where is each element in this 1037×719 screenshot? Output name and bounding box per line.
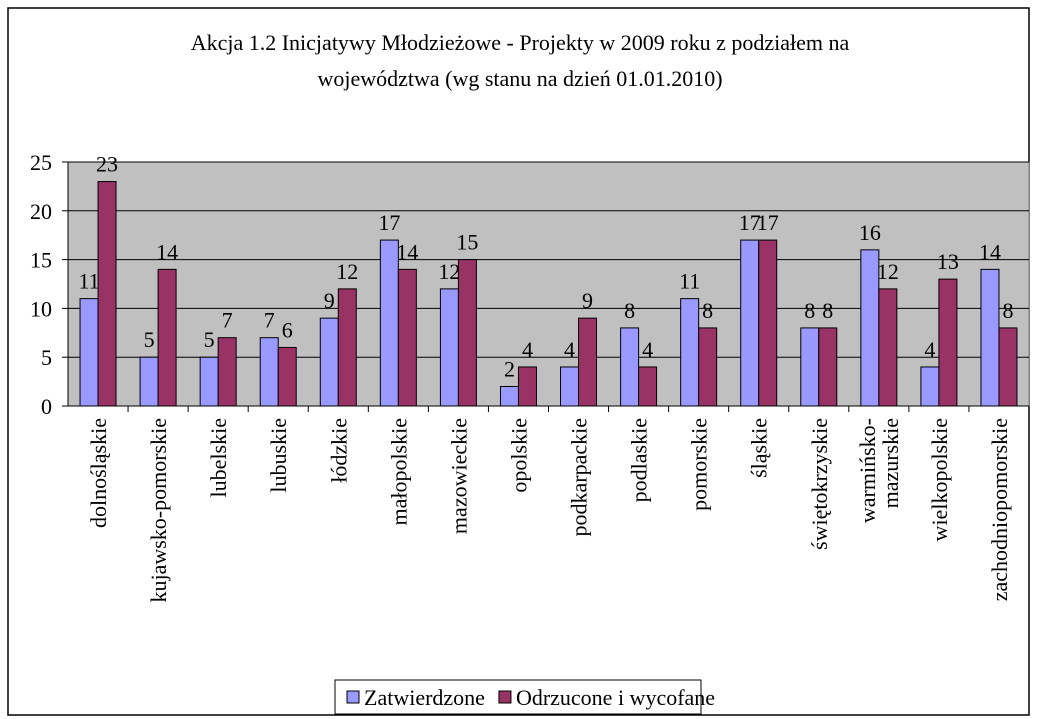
- bar: [800, 327, 820, 407]
- data-label: 5: [144, 327, 155, 352]
- bar: [499, 385, 519, 407]
- x-tick-label: podkarpackie: [567, 418, 592, 537]
- bar: [457, 259, 477, 407]
- bar: [980, 268, 1000, 407]
- data-label: 12: [336, 259, 358, 284]
- data-label: 4: [564, 337, 575, 362]
- x-tick-label: łódzkie: [326, 418, 351, 483]
- bar: [277, 346, 297, 407]
- data-label: 9: [582, 288, 593, 313]
- legend-box: [334, 679, 702, 715]
- data-label: 8: [702, 298, 713, 323]
- legend-label: Odrzucone i wycofane: [516, 685, 715, 710]
- bar: [758, 239, 778, 407]
- x-tick-label: wielkopolskie: [927, 418, 952, 541]
- chart-title: Akcja 1.2 Inicjatywy Młodzieżowe - Proje…: [191, 30, 850, 91]
- bar: [560, 366, 580, 407]
- bar: [139, 356, 159, 407]
- bar: [217, 337, 237, 407]
- x-tick-label: mazowieckie: [446, 418, 471, 534]
- bar: [680, 298, 700, 407]
- data-label: 7: [222, 308, 233, 333]
- legend-label: Zatwierdzone: [364, 685, 485, 710]
- data-label: 16: [859, 220, 881, 245]
- x-tick-label: lubelskie: [206, 418, 231, 497]
- x-tick-label: warmińsko-mazurskie: [855, 418, 903, 523]
- bar: [638, 366, 658, 407]
- bar: [259, 337, 279, 407]
- bar: [698, 327, 718, 407]
- data-label: 17: [739, 210, 761, 235]
- legend-swatch: [346, 690, 360, 704]
- data-label: 14: [979, 239, 1001, 264]
- data-label: 14: [396, 239, 418, 264]
- data-label: 8: [1002, 298, 1013, 323]
- data-label: 11: [679, 269, 700, 294]
- x-tick-label: kujawsko-pomorskie: [146, 418, 171, 603]
- bar: [578, 317, 598, 407]
- y-tick-label: 0: [41, 394, 52, 419]
- data-label: 6: [282, 317, 293, 342]
- bar: [818, 327, 838, 407]
- x-tick-label: małopolskie: [386, 418, 411, 526]
- data-label: 8: [624, 298, 635, 323]
- data-label: 9: [324, 288, 335, 313]
- y-tick-label: 10: [30, 296, 52, 321]
- bar: [517, 366, 537, 407]
- bar: [337, 288, 357, 407]
- data-label: 4: [924, 337, 935, 362]
- x-tick-label: dolnośląskie: [86, 418, 111, 528]
- data-label: 5: [204, 327, 215, 352]
- x-tick-label: opolskie: [506, 418, 531, 493]
- data-label: 14: [156, 239, 178, 264]
- data-label: 2: [504, 356, 515, 381]
- y-tick-label: 20: [30, 199, 52, 224]
- bar: [878, 288, 898, 407]
- x-tick-label: śląskie: [747, 418, 772, 478]
- bar: [379, 239, 399, 407]
- bar: [157, 268, 177, 407]
- bar: [319, 317, 339, 407]
- data-label: 12: [877, 259, 899, 284]
- legend-swatch: [498, 690, 512, 704]
- data-label: 4: [522, 337, 533, 362]
- bar: [397, 268, 417, 407]
- data-label: 4: [642, 337, 653, 362]
- y-tick-label: 5: [41, 345, 52, 370]
- x-tick-label: podlaskie: [627, 418, 652, 502]
- bar: [439, 288, 459, 407]
- y-tick-label: 15: [30, 248, 52, 273]
- bar: [620, 327, 640, 407]
- data-label: 23: [96, 152, 118, 177]
- bar: [920, 366, 940, 407]
- data-label: 17: [378, 210, 400, 235]
- data-label: 15: [456, 230, 478, 255]
- bar: [998, 327, 1018, 407]
- x-tick-label: pomorskie: [687, 418, 712, 511]
- data-label: 12: [438, 259, 460, 284]
- data-label: 17: [757, 210, 779, 235]
- bar: [740, 239, 760, 407]
- data-label: 8: [804, 298, 815, 323]
- y-tick-label: 25: [30, 150, 52, 175]
- bar: [79, 298, 99, 407]
- x-tick-label: lubuskie: [266, 418, 291, 493]
- data-label: 7: [264, 308, 275, 333]
- bar: [199, 356, 219, 407]
- x-tick-label: świętokrzyskie: [807, 418, 832, 550]
- data-label: 13: [937, 249, 959, 274]
- data-label: 8: [822, 298, 833, 323]
- bar: [97, 181, 117, 407]
- data-label: 11: [78, 269, 99, 294]
- x-tick-label: zachodniopomorskie: [987, 418, 1012, 601]
- bar: [938, 278, 958, 407]
